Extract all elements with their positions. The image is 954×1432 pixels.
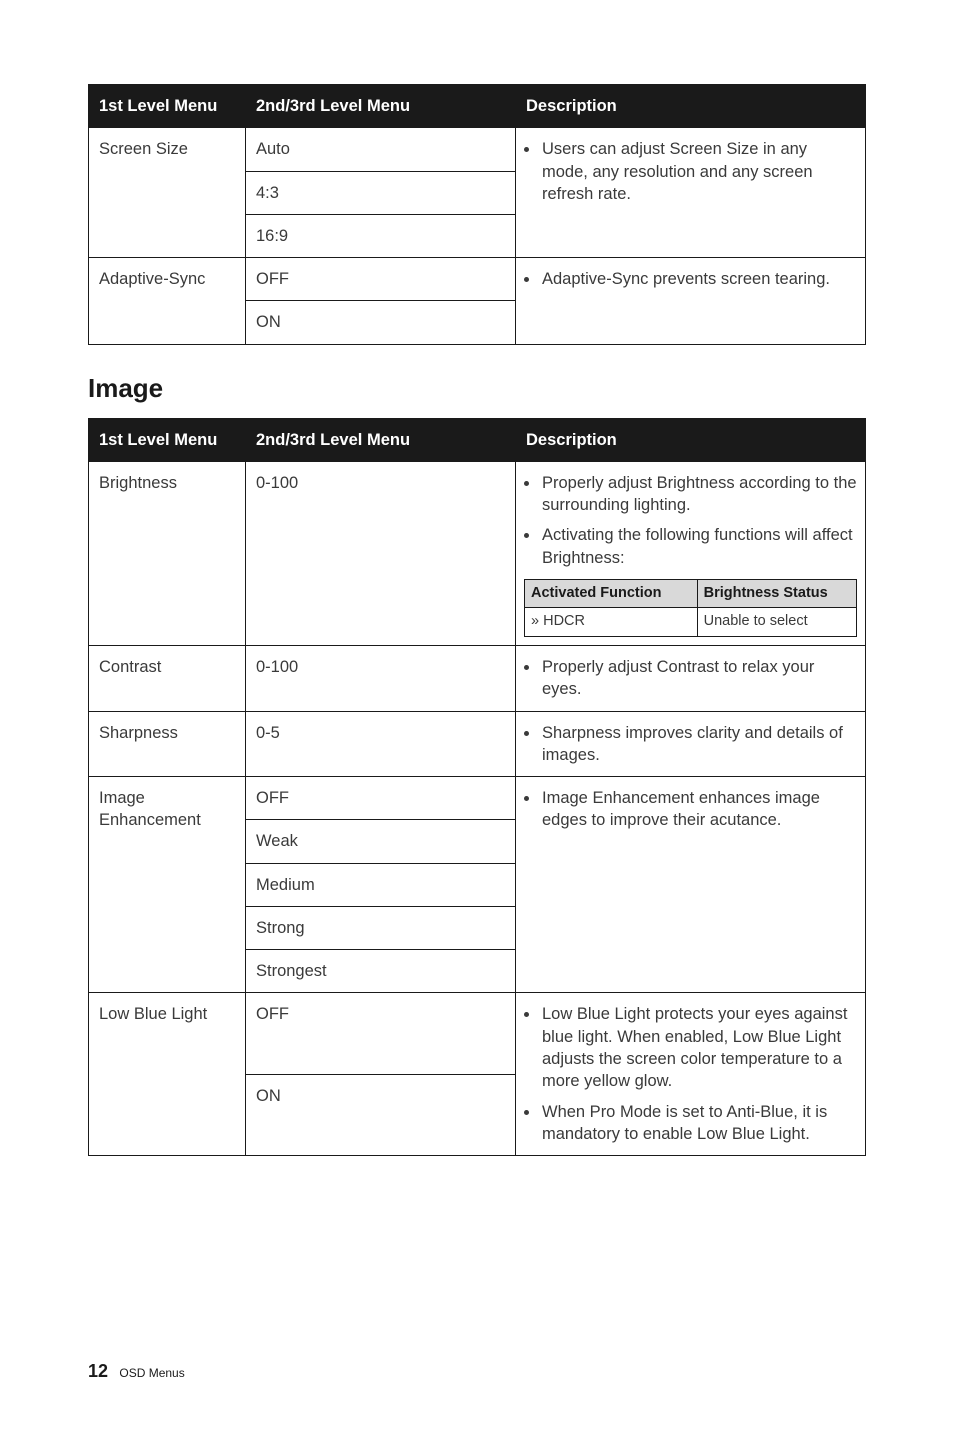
brightness-desc-2: Activating the following functions will … [540,524,857,569]
adaptive-sync-desc: Adaptive-Sync prevents screen tearing. [516,258,866,345]
contrast-desc-text: Properly adjust Contrast to relax your e… [540,656,853,701]
low-blue-desc-cell: Low Blue Light protects your eyes agains… [516,993,866,1156]
screen-size-label: Screen Size [89,128,246,258]
image-enh-strong: Strong [246,906,516,949]
brightness-range: 0-100 [246,461,516,645]
brightness-inner-table: Activated Function Brightness Status » H… [524,579,857,637]
contrast-label: Contrast [89,646,246,712]
image-enhancement-label: Image Enhancement [89,777,246,993]
page-footer: 12 OSD Menus [88,1361,185,1382]
sharpness-desc-cell: Sharpness improves clarity and details o… [516,711,866,777]
adaptive-sync-option-off: OFF [246,258,516,301]
low-blue-off: OFF [246,993,516,1074]
screen-size-desc-text: Users can adjust Screen Size in any mode… [540,138,853,205]
sharpness-label: Sharpness [89,711,246,777]
adaptive-sync-option-on: ON [246,301,516,344]
col-header-1st: 1st Level Menu [89,85,246,128]
inner-header-status: Brightness Status [697,579,856,608]
col-header-desc: Description [516,85,866,128]
low-blue-label: Low Blue Light [89,993,246,1156]
sharpness-desc-text: Sharpness improves clarity and details o… [540,722,853,767]
image-menu-table: 1st Level Menu 2nd/3rd Level Menu Descri… [88,418,866,1156]
image-enh-strongest: Strongest [246,950,516,993]
inner-row-hdcr: » HDCR [525,608,698,637]
inner-row-status: Unable to select [697,608,856,637]
page-number: 12 [88,1361,108,1381]
low-blue-desc-1: Low Blue Light protects your eyes agains… [540,1003,853,1092]
image-enh-weak: Weak [246,820,516,863]
image-enh-off: OFF [246,777,516,820]
img-col-header-desc: Description [516,418,866,461]
brightness-desc-cell: Properly adjust Brightness according to … [516,461,866,645]
gaming-menu-table: 1st Level Menu 2nd/3rd Level Menu Descri… [88,84,866,345]
img-col-header-2nd3rd: 2nd/3rd Level Menu [246,418,516,461]
img-col-header-1st: 1st Level Menu [89,418,246,461]
screen-size-option-169: 16:9 [246,214,516,257]
adaptive-sync-desc-text: Adaptive-Sync prevents screen tearing. [540,268,853,290]
adaptive-sync-label: Adaptive-Sync [89,258,246,345]
sharpness-range: 0-5 [246,711,516,777]
inner-header-activated: Activated Function [525,579,698,608]
low-blue-desc-2: When Pro Mode is set to Anti-Blue, it is… [540,1101,853,1146]
image-enh-desc-text: Image Enhancement enhances image edges t… [540,787,853,832]
contrast-desc-cell: Properly adjust Contrast to relax your e… [516,646,866,712]
screen-size-option-auto: Auto [246,128,516,171]
brightness-label: Brightness [89,461,246,645]
brightness-desc-1: Properly adjust Brightness according to … [540,472,857,517]
image-enh-desc-cell: Image Enhancement enhances image edges t… [516,777,866,993]
col-header-2nd3rd: 2nd/3rd Level Menu [246,85,516,128]
screen-size-option-43: 4:3 [246,171,516,214]
contrast-range: 0-100 [246,646,516,712]
image-section-heading: Image [88,373,866,404]
image-enh-medium: Medium [246,863,516,906]
footer-section: OSD Menus [119,1366,184,1380]
low-blue-on: ON [246,1074,516,1155]
screen-size-desc: Users can adjust Screen Size in any mode… [516,128,866,258]
